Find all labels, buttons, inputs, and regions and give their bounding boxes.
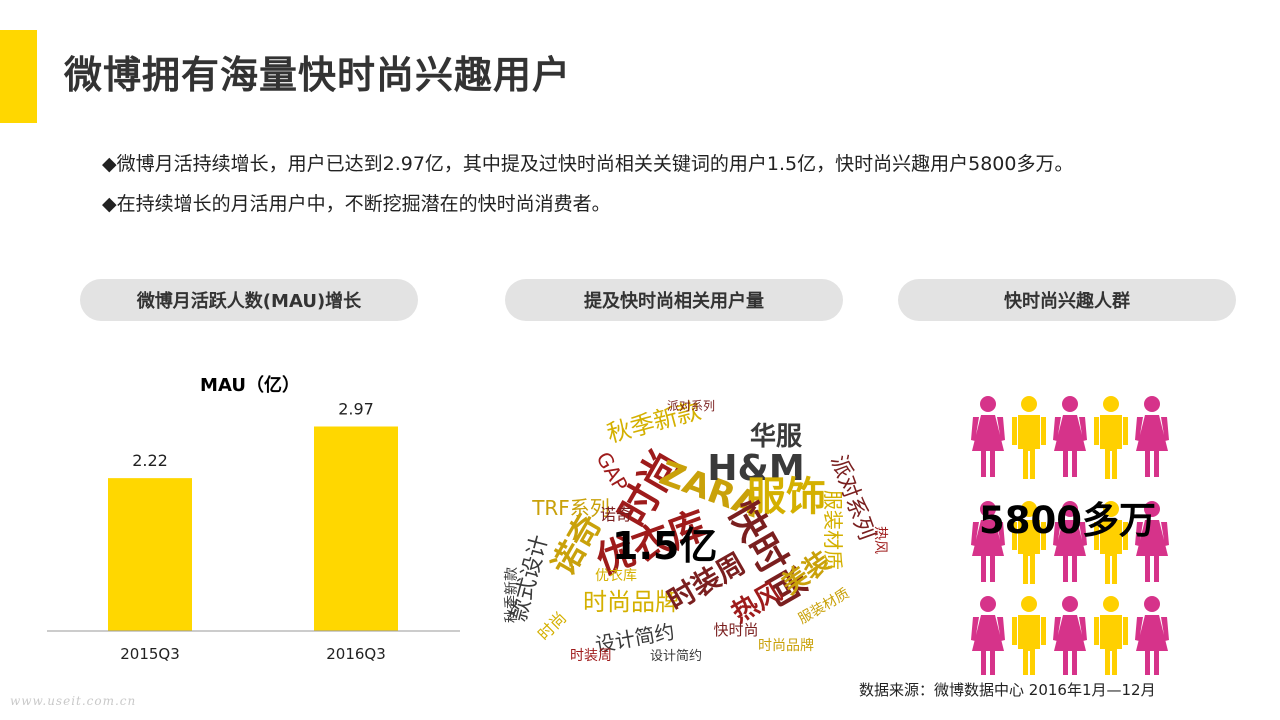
x-tick-label: 2015Q3	[120, 645, 180, 663]
interest-users-value: 5800多万	[979, 499, 1156, 542]
cloud-word: 时尚	[534, 608, 570, 644]
cloud-word: 华服	[750, 421, 803, 452]
female-person-icon	[1053, 501, 1087, 582]
female-person-icon	[1135, 501, 1169, 582]
male-person-icon	[1094, 596, 1128, 675]
female-person-icon	[1135, 596, 1169, 675]
section-pill-mau: 微博月活跃人数(MAU)增长	[80, 279, 418, 321]
male-person-icon	[1012, 596, 1046, 675]
chart-title: MAU（亿）	[200, 374, 300, 396]
people-grid	[971, 396, 1169, 675]
cloud-word: 服饰	[746, 474, 826, 520]
data-source-note: 数据来源：微博数据中心 2016年1月—12月	[859, 681, 1156, 699]
male-person-icon	[1094, 501, 1128, 584]
mention-users-value: 1.5亿	[612, 524, 718, 568]
section-pill-mentions: 提及快时尚相关用户量	[505, 279, 843, 321]
mau-bar-chart: MAU（亿） 2.22 2015Q3 2.97 2016Q3	[47, 374, 460, 663]
female-person-icon	[971, 596, 1005, 675]
x-tick-label: 2016Q3	[326, 645, 386, 663]
cloud-word: 时尚品牌	[758, 637, 814, 654]
cloud-word: 服装材质	[821, 490, 845, 570]
watermark: www.useit.com.cn	[10, 694, 137, 708]
cloud-word: 快时尚	[713, 621, 758, 639]
female-person-icon	[971, 501, 1005, 582]
section-pill-interest: 快时尚兴趣人群	[898, 279, 1236, 321]
bar-2016Q3	[314, 426, 398, 631]
cloud-word: 诺奇	[600, 505, 632, 524]
cloud-word: 时装周	[570, 648, 612, 664]
female-person-icon	[1053, 396, 1087, 477]
cloud-word: TRF系列	[531, 496, 610, 520]
cloud-word: 派对系列	[667, 399, 715, 413]
bullet-item: ◆微博月活持续增长，用户已达到2.97亿，其中提及过快时尚相关关键词的用户1.5…	[102, 153, 1074, 175]
female-person-icon	[1053, 596, 1087, 675]
title-accent-bar	[0, 30, 37, 123]
data-label: 2.22	[132, 451, 168, 470]
male-person-icon	[1012, 396, 1046, 479]
bullet-item: ◆在持续增长的月活用户中，不断挖掘潜在的快时尚消费者。	[102, 193, 611, 215]
female-person-icon	[971, 396, 1005, 477]
bullet-list: ◆微博月活持续增长，用户已达到2.97亿，其中提及过快时尚相关关键词的用户1.5…	[102, 150, 1074, 230]
page-title: 微博拥有海量快时尚兴趣用户	[64, 53, 572, 97]
cloud-word: 秋季新款	[504, 567, 520, 623]
cloud-word: 设计简约	[650, 648, 702, 664]
keyword-word-cloud: 时尚ZARAH&M服饰快时尚优衣库诺奇华服秋季新款派对系列GAPTRF系列款式设…	[504, 396, 888, 664]
data-label: 2.97	[338, 399, 374, 418]
male-person-icon	[1094, 396, 1128, 479]
female-person-icon	[1135, 396, 1169, 477]
male-person-icon	[1012, 501, 1046, 584]
bar-2015Q3	[108, 478, 192, 631]
cloud-word: 热风	[872, 526, 888, 554]
cloud-word: H&M	[707, 448, 804, 489]
cloud-word: 时尚品牌	[583, 588, 679, 616]
cloud-word: 优衣库	[595, 568, 637, 584]
